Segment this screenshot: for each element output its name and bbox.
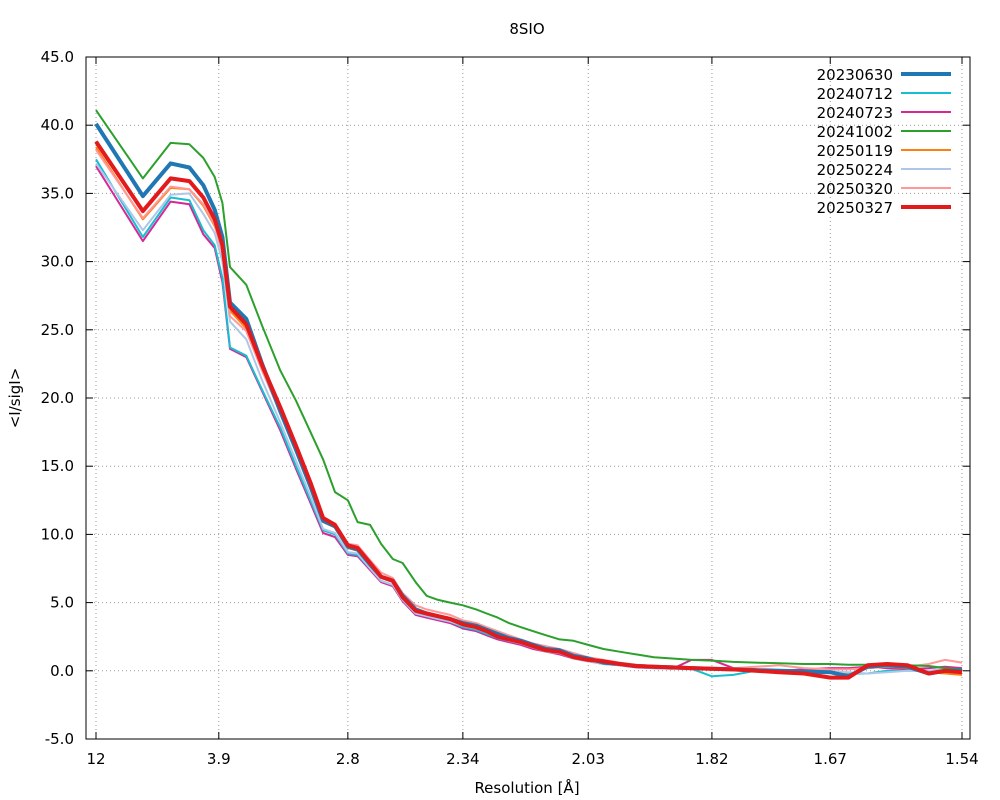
legend-label: 20240723: [817, 104, 893, 122]
series-line-20250320: [95, 149, 963, 671]
x-tick-label: 2.03: [572, 750, 605, 768]
x-tick-label: 1.67: [814, 750, 847, 768]
y-tick-label: 40.0: [41, 116, 74, 134]
x-tick-label: 12: [86, 750, 105, 768]
y-tick-label: -5.0: [45, 730, 74, 748]
legend-label: 20241002: [817, 123, 893, 141]
x-tick-label: 1.82: [695, 750, 728, 768]
x-tick-label: 3.9: [207, 750, 231, 768]
series-line-20250327: [94, 140, 963, 680]
x-axis: 12 3.9 2.8 2.34 2.03 1.82 1.67 1.54: [86, 57, 979, 768]
series-layer: [94, 109, 963, 680]
legend-label: 20240712: [817, 85, 893, 103]
x-tick-label: 1.54: [945, 750, 978, 768]
y-tick-label: 5.0: [50, 594, 74, 612]
series-line-20241002: [95, 109, 963, 671]
chart-title: 8SIO: [509, 20, 544, 38]
legend: 2023063020240712202407232024100220250119…: [817, 66, 951, 217]
legend-label: 20250224: [817, 161, 893, 179]
y-tick-label: 20.0: [41, 389, 74, 407]
legend-label: 20230630: [817, 66, 893, 84]
y-tick-label: 30.0: [41, 253, 74, 271]
legend-label: 20250119: [817, 142, 893, 160]
y-tick-label: 25.0: [41, 321, 74, 339]
x-axis-label: Resolution [Å]: [474, 778, 579, 797]
y-tick-label: 15.0: [41, 457, 74, 475]
y-tick-label: 45.0: [41, 48, 74, 66]
legend-label: 20250327: [817, 199, 893, 217]
x-tick-label: 2.34: [446, 750, 479, 768]
series-line-20240723: [95, 165, 963, 672]
x-tick-label: 2.8: [336, 750, 360, 768]
y-axis: -5.0 0.0 5.0 10.0 15.0 20.0 25.0 30.0 35.0 40.0 45…: [41, 48, 970, 748]
y-axis-label: <I/sigI>: [6, 368, 24, 429]
legend-label: 20250320: [817, 180, 893, 198]
y-tick-label: 0.0: [50, 662, 74, 680]
y-tick-label: 35.0: [41, 184, 74, 202]
y-tick-label: 10.0: [41, 525, 74, 543]
